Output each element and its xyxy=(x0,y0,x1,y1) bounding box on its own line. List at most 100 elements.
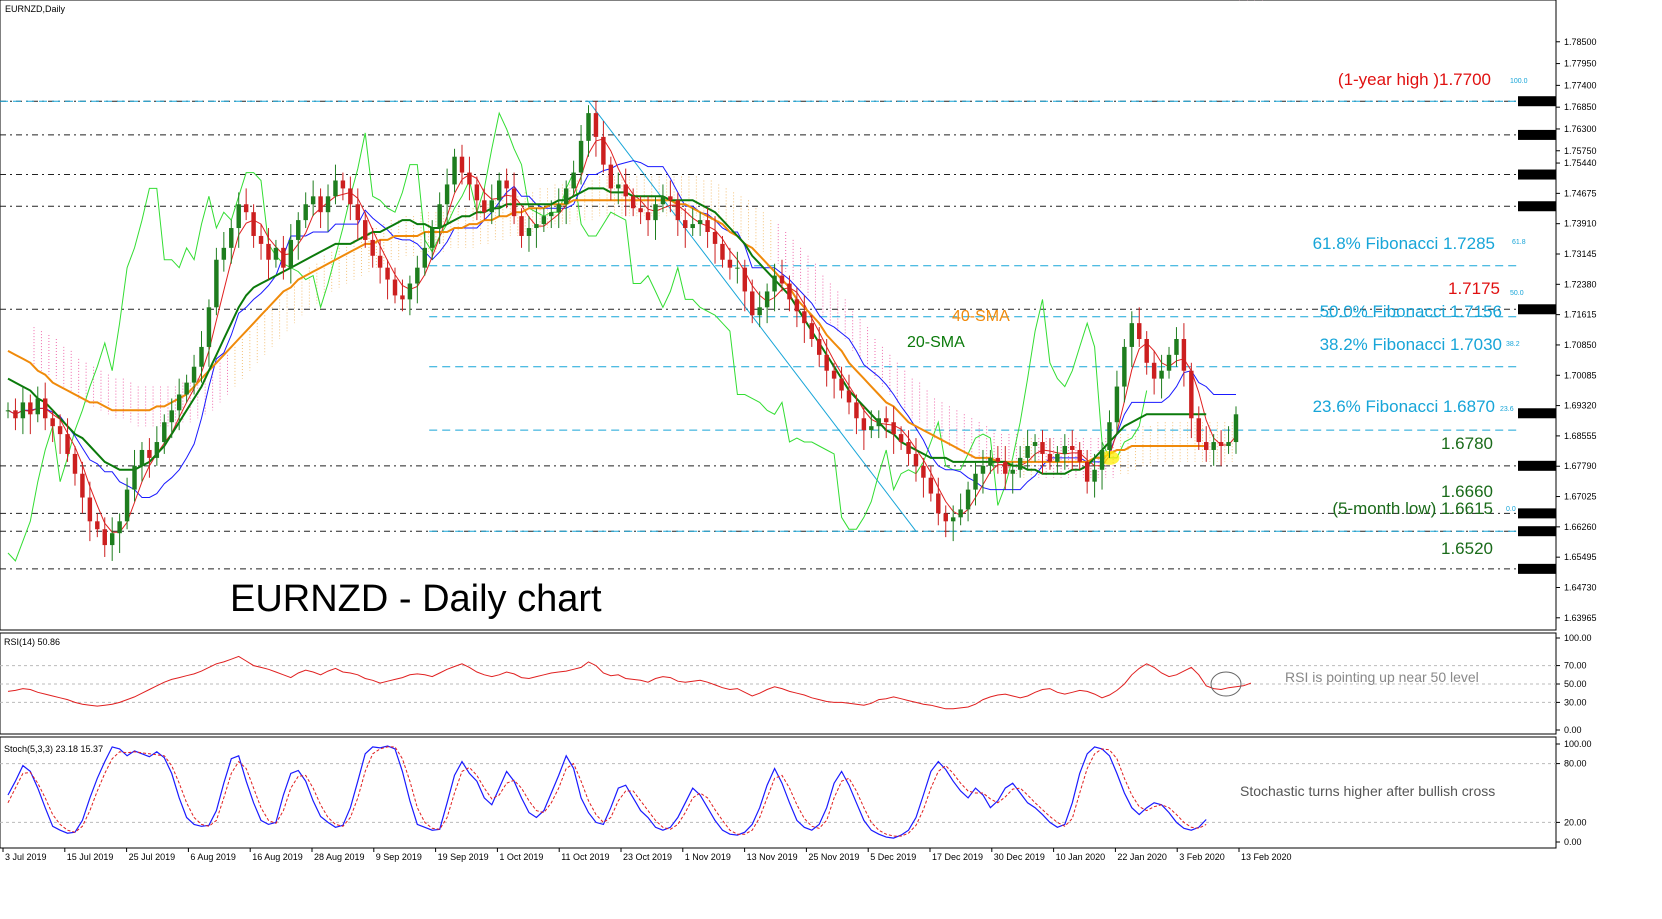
candle-body xyxy=(303,204,308,221)
x-tick-label: 1 Oct 2019 xyxy=(499,852,543,862)
price-panel xyxy=(0,0,1557,631)
y-tick-label: 1.77950 xyxy=(1564,59,1597,69)
candle-body xyxy=(221,247,227,260)
candle-body xyxy=(1025,446,1030,458)
price-grid xyxy=(0,100,1556,570)
candle-body xyxy=(400,295,405,300)
y-tick-label: 1.71615 xyxy=(1564,310,1597,320)
candle-body xyxy=(251,212,256,236)
candle-body xyxy=(511,188,517,217)
y-tick-label: 1.73145 xyxy=(1564,249,1597,259)
candle-body xyxy=(727,259,733,268)
price-tag-box xyxy=(1518,129,1556,140)
candle-body xyxy=(1077,449,1082,462)
candle-body xyxy=(630,196,636,209)
price-tag-text: 1.69126 xyxy=(1520,409,1553,419)
stoch-header: Stoch(5,3,3) 23.18 15.37 xyxy=(4,744,103,754)
stoch-d-line xyxy=(7,746,1207,837)
candle-body xyxy=(489,200,494,213)
y-tick-label: 1.76850 xyxy=(1564,102,1597,112)
candle-body xyxy=(1092,469,1097,482)
candle-body xyxy=(556,204,561,213)
candle-body xyxy=(593,113,599,137)
candles xyxy=(5,101,1239,561)
candle-body xyxy=(638,208,643,213)
candle-body xyxy=(965,489,971,510)
candle-body xyxy=(1062,446,1068,454)
candle-body xyxy=(42,398,48,419)
candle-body xyxy=(340,180,346,189)
price-tag-text: 1.67800 xyxy=(1520,461,1553,471)
y-tick-label: 1.70085 xyxy=(1564,370,1597,380)
rsi-tick-label: 100.00 xyxy=(1564,633,1592,643)
y-tick-label: 1.67790 xyxy=(1564,461,1597,471)
fib500-label: 50.0% Fibonacci 1.7156 xyxy=(1320,302,1502,321)
candle-body xyxy=(608,164,614,189)
candle-body xyxy=(296,220,301,240)
rsi-tick-label: 50.00 xyxy=(1564,679,1587,689)
x-tick-label: 9 Sep 2019 xyxy=(376,852,422,862)
candle-body xyxy=(980,465,986,474)
candle-body xyxy=(690,224,695,229)
candle-body xyxy=(1151,362,1157,379)
x-tick-label: 11 Oct 2019 xyxy=(561,852,609,862)
candle-body xyxy=(1070,446,1075,450)
candle-body xyxy=(1204,442,1209,450)
candle-body xyxy=(549,212,554,217)
y-tick-label: 1.68555 xyxy=(1564,431,1597,441)
level-6660-label: 1.6660 xyxy=(1441,482,1493,501)
fib-small-0: 0.0 xyxy=(1506,506,1516,513)
tenkan-line xyxy=(7,138,1237,533)
candle-body xyxy=(936,493,941,514)
x-tick-label: 16 Aug 2019 xyxy=(252,852,303,862)
candle-body xyxy=(13,410,18,419)
price-tag-box xyxy=(1518,201,1556,212)
candle-body xyxy=(735,267,740,269)
candle-body xyxy=(526,228,532,236)
candle-body xyxy=(243,204,249,213)
candle-body xyxy=(697,220,703,225)
candle-body xyxy=(236,204,241,229)
candle-body xyxy=(824,354,829,371)
candle-body xyxy=(258,235,264,244)
stoch-tick-label: 20.00 xyxy=(1564,817,1587,827)
candle-body xyxy=(1181,339,1187,371)
candle-body xyxy=(355,204,361,221)
candle-body xyxy=(1233,414,1239,443)
candle-body xyxy=(839,378,844,391)
candle-body xyxy=(35,398,40,415)
rsi-note: RSI is pointing up near 50 level xyxy=(1285,669,1479,685)
price-y-axis: 1.78500 1.77950 1.77400 1.76850 1.76300 1.757… xyxy=(1556,37,1597,623)
candle-body xyxy=(1003,461,1008,474)
candle-body xyxy=(1144,339,1149,363)
level-7175-label: 1.7175 xyxy=(1448,279,1500,298)
candle-body xyxy=(422,247,427,268)
candle-body xyxy=(288,239,294,268)
sma40-label: 40-SMA xyxy=(952,308,1010,325)
candle-body xyxy=(645,212,651,221)
x-tick-label: 15 Jul 2019 xyxy=(67,852,114,862)
candle-body xyxy=(452,156,457,185)
y-tick-label: 1.74675 xyxy=(1564,188,1597,198)
candle-body xyxy=(496,180,502,201)
candle-body xyxy=(660,196,666,205)
rsi-tick-label: 70.00 xyxy=(1564,661,1587,671)
candle-body xyxy=(1084,461,1090,482)
candle-body xyxy=(772,275,777,292)
five-month-low-label: (5-month low) 1.6615 xyxy=(1332,499,1493,518)
candle-body xyxy=(601,136,606,165)
fib382-label: 38.2% Fibonacci 1.7030 xyxy=(1320,335,1502,354)
price-tag-text: 1.76150 xyxy=(1520,130,1553,140)
candle-body xyxy=(154,442,160,458)
x-tick-label: 30 Dec 2019 xyxy=(994,852,1045,862)
candle-body xyxy=(407,283,413,300)
fib-small-100: 100.0 xyxy=(1510,78,1528,85)
candle-body xyxy=(385,267,390,280)
candle-body xyxy=(139,449,145,466)
candle-body xyxy=(50,418,55,427)
candle-body xyxy=(1189,370,1194,419)
price-tag-box xyxy=(1518,96,1556,107)
candle-body xyxy=(1055,453,1060,462)
x-tick-label: 19 Sep 2019 xyxy=(438,852,489,862)
candle-body xyxy=(273,247,279,260)
